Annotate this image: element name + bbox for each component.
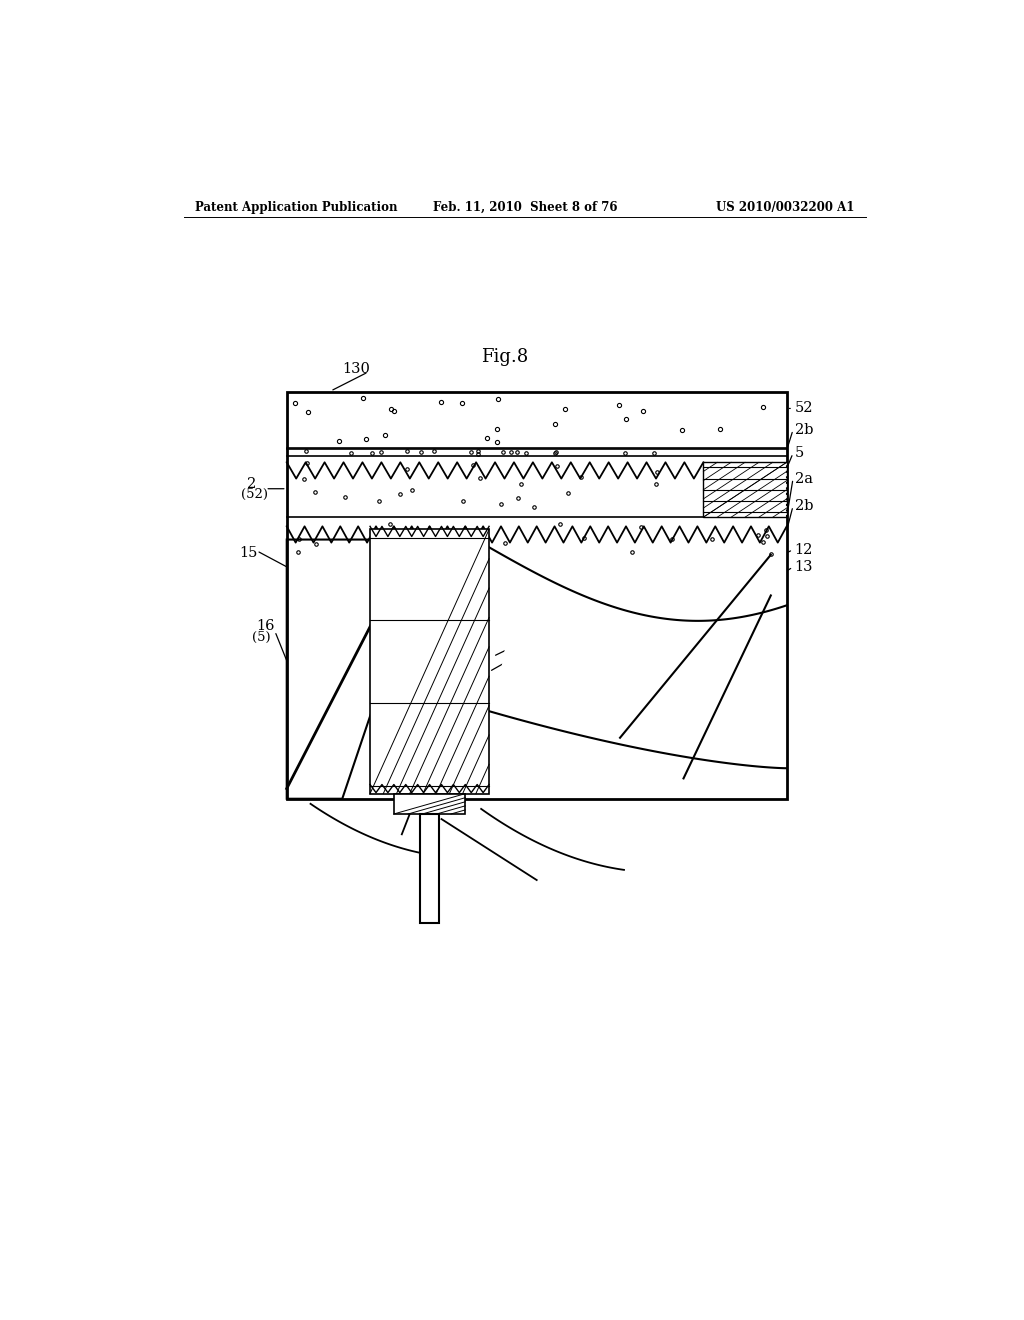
Text: 5: 5 <box>795 446 804 461</box>
Text: (52): (52) <box>242 488 268 502</box>
Polygon shape <box>703 462 786 517</box>
Text: 13: 13 <box>795 560 813 574</box>
Text: 15: 15 <box>240 545 257 560</box>
Text: 2b: 2b <box>795 422 813 437</box>
Polygon shape <box>370 529 489 793</box>
Text: (5): (5) <box>252 631 270 644</box>
Polygon shape <box>394 793 465 814</box>
Text: Fig.8: Fig.8 <box>481 347 528 366</box>
Text: 12: 12 <box>795 543 813 557</box>
Text: 2: 2 <box>247 477 256 491</box>
Text: 17: 17 <box>404 644 423 659</box>
Text: 16: 16 <box>257 619 275 634</box>
Text: 102: 102 <box>517 652 545 665</box>
Text: US 2010/0032200 A1: US 2010/0032200 A1 <box>716 201 854 214</box>
Text: 101: 101 <box>517 639 545 653</box>
Text: Feb. 11, 2010  Sheet 8 of 76: Feb. 11, 2010 Sheet 8 of 76 <box>432 201 617 214</box>
Text: 2a: 2a <box>795 471 813 486</box>
Polygon shape <box>420 814 439 923</box>
Polygon shape <box>477 540 786 799</box>
Text: 52: 52 <box>795 401 813 416</box>
Text: Patent Application Publication: Patent Application Publication <box>196 201 398 214</box>
Text: 18: 18 <box>610 634 629 647</box>
Text: 2b: 2b <box>795 499 813 513</box>
Text: 100: 100 <box>569 644 597 659</box>
Polygon shape <box>287 540 430 799</box>
Text: 130: 130 <box>342 362 370 376</box>
Text: 14: 14 <box>313 639 332 653</box>
Text: 19: 19 <box>382 660 400 673</box>
